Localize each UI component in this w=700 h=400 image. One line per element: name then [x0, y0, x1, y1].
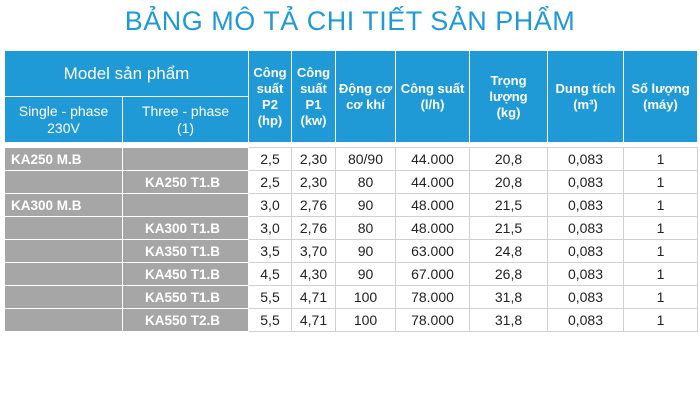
cell-p1: 4,30	[291, 262, 336, 286]
cell-p2: 5,5	[248, 285, 292, 309]
header-three-phase: Three - phase (1)	[122, 96, 249, 143]
cell-qty: 1	[623, 216, 698, 240]
cell-flow: 44.000	[395, 170, 470, 194]
header-qty: Số lượng (máy)	[623, 50, 698, 143]
cell-p1: 2,30	[291, 147, 336, 171]
cell-flow: 44.000	[395, 147, 470, 171]
cell-weight: 31,8	[469, 308, 548, 332]
cell-volume: 0,083	[547, 285, 624, 309]
cell-single	[4, 308, 123, 332]
cell-single	[4, 285, 123, 309]
table-row: KA350 T1.B 3,5 3,70 90 63.000 24,8 0,083 1	[4, 239, 698, 263]
cell-flow: 48.000	[395, 193, 470, 217]
cell-three: KA550 T1.B	[122, 285, 249, 309]
cell-weight: 26,8	[469, 262, 548, 286]
cell-motor: 80/90	[335, 147, 396, 171]
cell-qty: 1	[623, 262, 698, 286]
cell-weight: 24,8	[469, 239, 548, 263]
cell-p2: 3,5	[248, 239, 292, 263]
cell-volume: 0,083	[547, 170, 624, 194]
cell-single: KA300 M.B	[4, 193, 123, 217]
cell-p1: 2,76	[291, 216, 336, 240]
cell-three: KA550 T2.B	[122, 308, 249, 332]
table-row: KA300 T1.B 3,0 2,76 80 48.000 21,5 0,083 1	[4, 216, 698, 240]
cell-single	[4, 170, 123, 194]
cell-p1: 2,30	[291, 170, 336, 194]
cell-p2: 2,5	[248, 170, 292, 194]
cell-p2: 3,0	[248, 193, 292, 217]
cell-volume: 0,083	[547, 216, 624, 240]
cell-p1: 4,71	[291, 308, 336, 332]
cell-flow: 78.000	[395, 308, 470, 332]
cell-weight: 20,8	[469, 147, 548, 171]
cell-flow: 63.000	[395, 239, 470, 263]
header-flow: Công suất (l/h)	[395, 50, 470, 143]
cell-p2: 5,5	[248, 308, 292, 332]
cell-three: KA300 T1.B	[122, 216, 249, 240]
cell-weight: 20,8	[469, 170, 548, 194]
cell-motor: 80	[335, 216, 396, 240]
cell-motor: 80	[335, 170, 396, 194]
cell-qty: 1	[623, 239, 698, 263]
cell-three	[122, 193, 249, 217]
cell-volume: 0,083	[547, 308, 624, 332]
cell-single: KA250 M.B	[4, 147, 123, 171]
cell-qty: 1	[623, 193, 698, 217]
cell-qty: 1	[623, 285, 698, 309]
table-row: KA250 T1.B 2,5 2,30 80 44.000 20,8 0,083 1	[4, 170, 698, 194]
header-p2: Công suất P2 (hp)	[248, 50, 292, 143]
page-title: BẢNG MÔ TẢ CHI TIẾT SẢN PHẨM	[124, 6, 576, 36]
header-p1: Công suất P1 (kw)	[291, 50, 336, 143]
table-row: KA550 T2.B 5,5 4,71 100 78.000 31,8 0,083 1	[4, 308, 698, 332]
cell-qty: 1	[623, 147, 698, 171]
cell-p2: 3,0	[248, 216, 292, 240]
cell-p1: 3,70	[291, 239, 336, 263]
cell-weight: 21,5	[469, 193, 548, 217]
cell-qty: 1	[623, 170, 698, 194]
cell-single	[4, 216, 123, 240]
cell-single	[4, 239, 123, 263]
cell-volume: 0,083	[547, 193, 624, 217]
cell-three: KA450 T1.B	[122, 262, 249, 286]
cell-p2: 4,5	[248, 262, 292, 286]
cell-weight: 31,8	[469, 285, 548, 309]
cell-p2: 2,5	[248, 147, 292, 171]
header-model: Model sản phẩm	[4, 50, 249, 97]
cell-weight: 21,5	[469, 216, 548, 240]
cell-flow: 48.000	[395, 216, 470, 240]
cell-single	[4, 262, 123, 286]
cell-motor: 90	[335, 262, 396, 286]
cell-three: KA250 T1.B	[122, 170, 249, 194]
cell-volume: 0,083	[547, 262, 624, 286]
cell-flow: 67.000	[395, 262, 470, 286]
cell-volume: 0,083	[547, 147, 624, 171]
cell-volume: 0,083	[547, 239, 624, 263]
header-volume: Dung tích (m³)	[547, 50, 624, 143]
cell-three: KA350 T1.B	[122, 239, 249, 263]
cell-motor: 100	[335, 285, 396, 309]
header-motor: Động cơ cơ khí	[335, 50, 396, 143]
product-spec-table: Model sản phẩm Công suất P2 (hp) Công suất P1…	[4, 50, 698, 332]
cell-flow: 78.000	[395, 285, 470, 309]
table-row: KA300 M.B 3,0 2,76 90 48.000 21,5 0,083 1	[4, 193, 698, 217]
cell-motor: 100	[335, 308, 396, 332]
cell-motor: 90	[335, 239, 396, 263]
table-row: KA450 T1.B 4,5 4,30 90 67.000 26,8 0,083 1	[4, 262, 698, 286]
cell-three	[122, 147, 249, 171]
cell-p1: 2,76	[291, 193, 336, 217]
cell-qty: 1	[623, 308, 698, 332]
table-row: KA250 M.B 2,5 2,30 80/90 44.000 20,8 0,083 1	[4, 147, 698, 171]
header-weight: Trọng lượng (kg)	[469, 50, 548, 143]
cell-motor: 90	[335, 193, 396, 217]
table-row: KA550 T1.B 5,5 4,71 100 78.000 31,8 0,083 1	[4, 285, 698, 309]
header-single-phase: Single - phase 230V	[4, 96, 123, 143]
cell-p1: 4,71	[291, 285, 336, 309]
